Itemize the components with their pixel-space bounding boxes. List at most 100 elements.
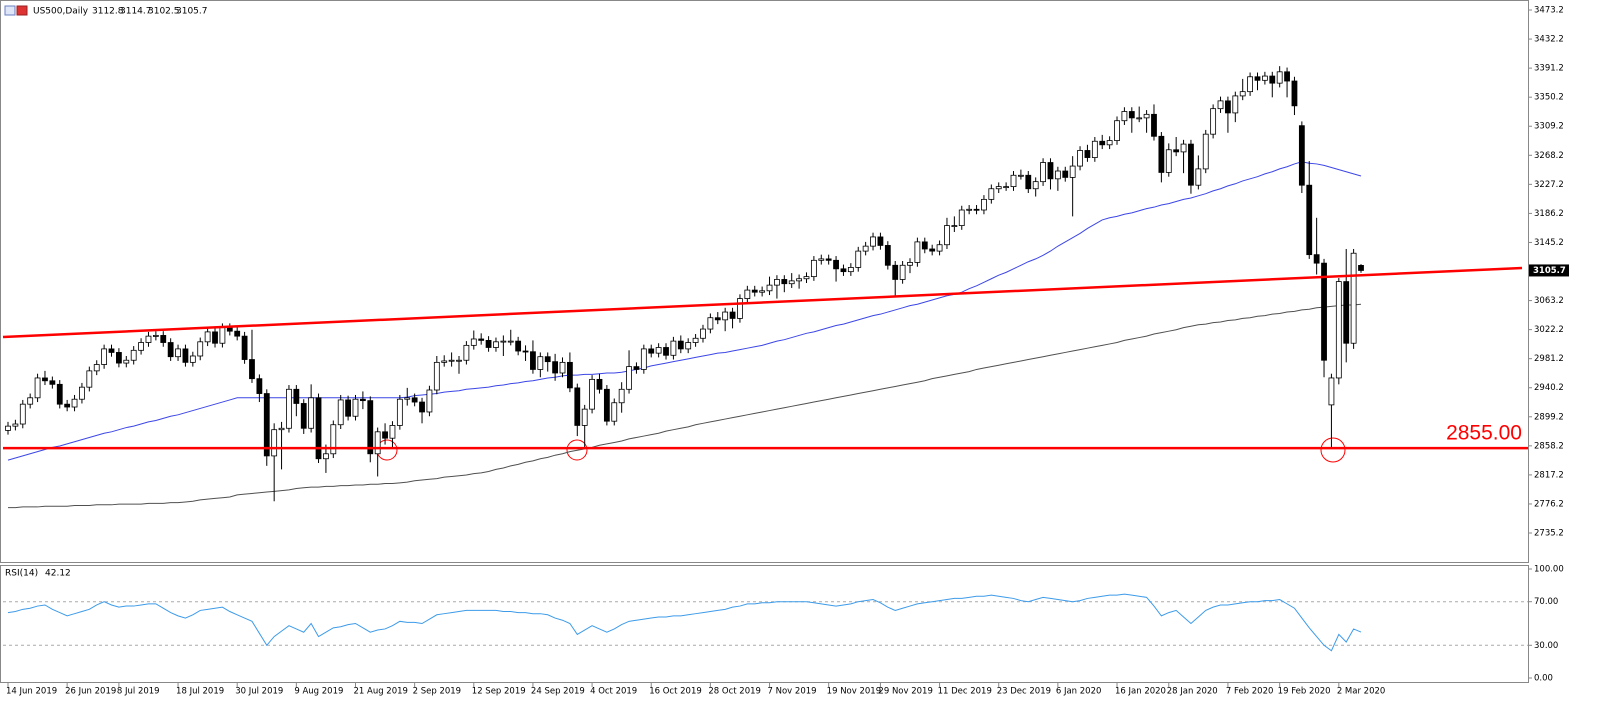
candle-body bbox=[914, 241, 921, 263]
candle-body bbox=[1269, 75, 1276, 84]
rsi-value: 42.12 bbox=[45, 569, 71, 579]
x-tick-label: 18 Jul 2019 bbox=[176, 687, 224, 697]
candle-body bbox=[722, 311, 729, 321]
candle-body bbox=[12, 423, 19, 427]
candle-body bbox=[958, 209, 965, 226]
candle-body bbox=[1136, 117, 1143, 120]
x-tick-label: 24 Sep 2019 bbox=[531, 687, 585, 697]
candle-body bbox=[116, 352, 122, 364]
x-tick-label: 30 Jul 2019 bbox=[235, 687, 283, 697]
y-tick-label: 3186.2 bbox=[1534, 209, 1564, 219]
candle-body bbox=[234, 330, 241, 337]
candle-body bbox=[884, 245, 891, 266]
touch-circles bbox=[376, 437, 1346, 463]
candle-body bbox=[759, 290, 766, 293]
candle-body bbox=[788, 280, 795, 285]
candle-body bbox=[79, 386, 85, 400]
candle-body bbox=[611, 402, 618, 422]
candle-body bbox=[1099, 140, 1106, 146]
rsi-tick-label: 100.00 bbox=[1534, 565, 1564, 575]
candle-body bbox=[411, 397, 418, 403]
y-tick-label: 2940.2 bbox=[1534, 383, 1564, 393]
x-tick-label: 19 Nov 2019 bbox=[827, 687, 881, 697]
candle-body bbox=[1180, 143, 1187, 153]
price-label-box bbox=[1529, 264, 1569, 277]
y-tick-label: 3268.2 bbox=[1534, 151, 1564, 161]
x-tick-label: 28 Oct 2019 bbox=[708, 687, 761, 697]
candle-body bbox=[1121, 111, 1128, 122]
x-tick-label: 23 Dec 2019 bbox=[997, 687, 1051, 697]
candle-body bbox=[581, 408, 588, 426]
candle-body bbox=[19, 403, 26, 425]
candle-body bbox=[49, 380, 56, 385]
candle-body bbox=[315, 397, 322, 460]
candle-body bbox=[899, 264, 906, 280]
candle-body bbox=[1025, 174, 1032, 190]
candle-body bbox=[419, 401, 425, 413]
x-tick-label: 29 Nov 2019 bbox=[878, 687, 932, 697]
candle-body bbox=[907, 262, 913, 266]
candle-body bbox=[810, 259, 817, 278]
candle-body bbox=[870, 236, 876, 247]
candle-body bbox=[840, 268, 847, 273]
candle-body bbox=[544, 356, 551, 363]
candle-body bbox=[781, 279, 788, 285]
candle-body bbox=[323, 453, 329, 460]
candle-body bbox=[352, 398, 359, 417]
candle-body bbox=[515, 340, 522, 352]
candle-body bbox=[64, 403, 71, 408]
rsi-name: RSI(14) bbox=[5, 569, 38, 579]
y-tick-label: 3350.2 bbox=[1534, 93, 1564, 103]
candle-body bbox=[441, 360, 448, 363]
candle-body bbox=[389, 425, 396, 439]
y-tick-label: 2776.2 bbox=[1534, 499, 1564, 509]
candle-body bbox=[345, 399, 351, 417]
x-tick-label: 21 Aug 2019 bbox=[353, 687, 407, 697]
candle-body bbox=[433, 361, 440, 391]
candle-body bbox=[337, 399, 344, 426]
candle-body bbox=[855, 250, 862, 268]
candle-body bbox=[1018, 174, 1024, 177]
candle-body bbox=[71, 398, 78, 408]
candle-body bbox=[160, 335, 167, 343]
candle-body bbox=[537, 356, 544, 370]
candle-body bbox=[249, 359, 255, 380]
candle-body bbox=[1106, 140, 1113, 146]
candle-body bbox=[1335, 281, 1342, 379]
candle-body bbox=[929, 248, 936, 252]
candle-body bbox=[130, 349, 137, 361]
candle-body bbox=[618, 388, 625, 404]
candle-body bbox=[818, 258, 825, 261]
candle-body bbox=[382, 431, 388, 439]
candle-body bbox=[766, 284, 773, 292]
candle-body bbox=[5, 425, 11, 431]
candle-body bbox=[685, 342, 692, 350]
candle-body bbox=[862, 245, 869, 252]
x-tick-label: 9 Aug 2019 bbox=[294, 687, 343, 697]
y-tick-label: 3391.2 bbox=[1534, 64, 1564, 74]
y-tick-label: 2817.2 bbox=[1534, 470, 1564, 480]
x-tick-label: 28 Jan 2020 bbox=[1167, 687, 1218, 697]
candle-body bbox=[707, 317, 714, 330]
candle-body bbox=[86, 370, 93, 388]
x-tick-label: 11 Dec 2019 bbox=[938, 687, 992, 697]
touch-circle bbox=[1320, 437, 1346, 463]
candle-body bbox=[944, 225, 950, 246]
candle-body bbox=[1054, 170, 1061, 180]
candle-body bbox=[692, 337, 699, 343]
candle-body bbox=[567, 361, 573, 389]
candle-body bbox=[522, 350, 529, 353]
x-tick-label: 6 Jan 2020 bbox=[1056, 687, 1102, 697]
candle-body bbox=[559, 361, 566, 374]
x-tick-label: 4 Oct 2019 bbox=[590, 687, 637, 697]
candle-body bbox=[774, 279, 780, 286]
candle-body bbox=[833, 259, 839, 270]
candle-body bbox=[633, 366, 640, 370]
candle-body bbox=[485, 339, 492, 348]
candle-body bbox=[34, 377, 41, 399]
candle-body bbox=[42, 377, 48, 382]
candle-body bbox=[1239, 91, 1246, 97]
candle-body bbox=[1165, 149, 1172, 173]
rsi-line bbox=[7, 593, 1362, 652]
x-tick-label: 14 Jun 2019 bbox=[6, 687, 57, 697]
